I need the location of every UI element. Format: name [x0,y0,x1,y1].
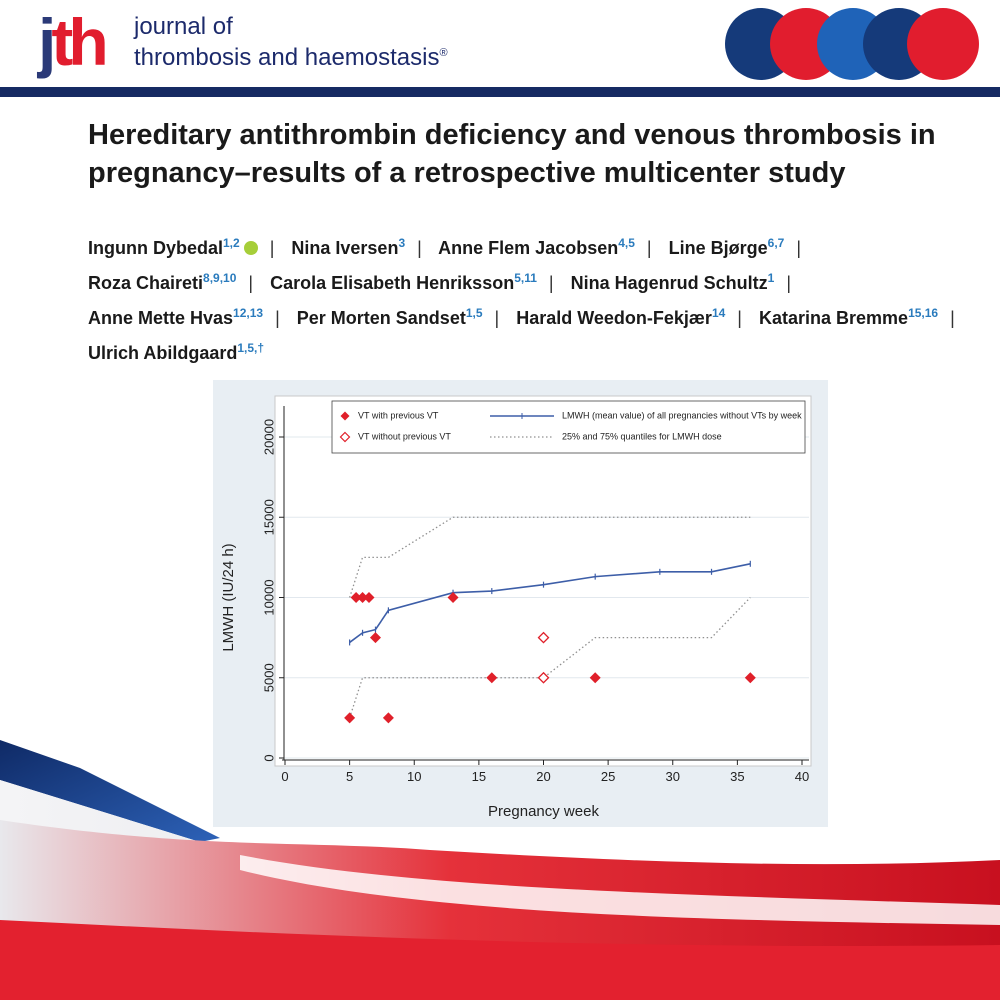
vt-new-point [537,671,550,684]
author-name: Line Bjørge6,7 [668,236,785,258]
author-separator: | [275,308,280,328]
vt-previous-point [744,672,756,684]
affiliation-marker: 1,5 [465,306,483,320]
figure-panel: 0 5000 10000 15000 20000 0 5 10 15 20 25 30 35 40 Preg… [213,380,828,827]
legend-label: VT without previous VT [358,431,451,441]
x-tick-label: 25 [601,769,615,784]
author-name: Katarina Bremme15,16 [759,306,939,328]
author-separator: | [646,238,652,258]
author-name: Anne Mette Hvas12,13 [88,306,264,328]
affiliation-marker: 8,9,10 [203,271,237,285]
author-name: Nina Hagenrud Schultz1 [570,271,775,293]
vt-new-point [537,631,550,644]
y-tick-label: 5000 [261,663,276,692]
y-tick-label: 15000 [261,499,276,535]
author-separator: | [248,273,254,293]
legend-label: 25% and 75% quantiles for LMWH dose [562,431,722,441]
registered-mark: ® [439,47,448,59]
affiliation-marker: 15,16 [908,306,939,320]
author-separator: | [796,238,802,258]
legend-filled-diamond [340,411,350,421]
vt-previous-point [486,672,498,684]
x-tick-label: 10 [407,769,421,784]
x-axis-label: Pregnancy week [488,803,599,820]
legend-label: LMWH (mean value) of all pregnancies wit… [562,410,802,420]
journal-name-line2: thrombosis and haemostasis [134,44,440,71]
affiliation-marker: 14 [711,306,726,320]
vt-previous-point [344,712,356,724]
author-name: Roza Chaireti8,9,10 [88,271,237,293]
vt-previous-point [357,592,369,603]
affiliation-marker: 5,11 [514,271,537,285]
author-name: Nina Iversen3 [291,236,406,258]
y-tick-label: 0 [261,754,276,761]
journal-header: jth journal of thrombosis and haemostasi… [0,0,1000,100]
vt-previous-point [589,672,601,684]
vt-previous-point [447,592,459,603]
x-tick-label: 30 [666,769,680,784]
x-tick-label: 20 [536,769,550,784]
author-separator: | [786,273,791,293]
vt-previous-point [382,712,394,724]
header-bar [0,87,1000,97]
quantile-line [349,516,751,598]
lmwh-chart: 0 5000 10000 15000 20000 0 5 10 15 20 25 30 35 40 Preg… [220,395,812,820]
orcid-icon[interactable] [243,241,258,255]
author-separator: | [417,238,422,258]
author-name: Anne Flem Jacobsen4,5 [438,236,635,258]
x-tick-label: 35 [730,769,744,784]
journal-name: journal of thrombosis and haemostasis® [134,14,448,71]
legend-label: VT with previous VT [358,410,439,420]
y-tick-label: 10000 [261,579,276,615]
vt-previous-point [369,632,381,644]
vt-previous-point [350,592,362,603]
author-separator: | [494,308,500,328]
x-tick-label: 15 [472,769,486,784]
author-list: Ingunn Dybedal1,2 | Nina Iversen3 | Anne F… [88,228,978,368]
affiliation-marker: 1,5,† [237,341,265,355]
author-name: Ulrich Abildgaard1,5,† [88,341,265,363]
article-title: Hereditary antithrombin deficiency and v… [88,119,936,189]
y-tick-label: 20000 [261,419,276,455]
y-axis-label: LMWH (IU/24 h) [220,543,237,651]
affiliation-marker: 3 [398,236,406,250]
author-separator: | [950,308,955,328]
journal-name-line1: journal of [134,13,233,40]
legend-hollow-diamond [339,431,351,443]
affiliation-marker: 1,2 [223,236,240,250]
affiliation-marker: 12,13 [233,306,264,320]
author-name: Per Morten Sandset1,5 [296,306,483,328]
brand-circles [725,8,985,84]
author-name: Ingunn Dybedal1,2 [88,236,258,258]
x-tick-label: 40 [795,769,809,784]
author-separator: | [269,238,275,258]
jth-logo: jth [38,5,109,79]
plot-area [274,395,812,767]
author-name: Carola Elisabeth Henriksson5,11 [270,271,537,293]
author-separator: | [548,273,554,293]
legend-box [331,400,806,454]
affiliation-marker: 4,5 [618,236,635,250]
x-tick-label: 0 [281,769,288,784]
decorative-swoosh [0,740,1000,1000]
vt-previous-point [363,592,375,603]
brand-circle [907,8,979,80]
x-tick-label: 5 [346,769,353,784]
affiliation-marker: 6,7 [767,236,785,250]
author-separator: | [737,308,742,328]
author-name: Harald Weedon-Fekjær14 [516,306,726,328]
affiliation-marker: 1 [767,271,775,285]
